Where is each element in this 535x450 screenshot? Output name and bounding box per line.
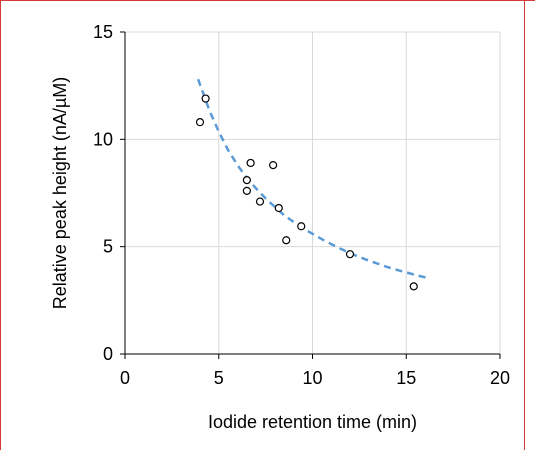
data-point [282,236,291,245]
y-tick-label: 15 [93,22,113,42]
y-axis-title: Relative peak height (nA/µM) [50,77,70,309]
x-tick-label: 10 [302,368,322,388]
x-tick-label: 20 [490,368,510,388]
y-tick-label: 0 [103,344,113,364]
data-point [274,203,283,213]
tick-labels: 0 5 10 15 20 0 5 10 15 [93,22,510,388]
frame-left-border [0,0,1,450]
data-point [255,197,265,206]
trendline-group [196,78,428,280]
data-point [201,94,210,103]
y-tick-label: 10 [93,129,113,149]
data-point [242,176,251,185]
data-points [195,94,418,291]
frame-top-border [0,0,535,1]
data-point [246,158,255,168]
y-tick-label: 5 [103,237,113,257]
data-point [409,282,418,291]
x-tick-label: 0 [120,368,130,388]
data-point [242,186,251,195]
data-point [269,160,278,170]
data-point [195,118,205,127]
x-axis-title: Iodide retention time (min) [208,412,417,432]
x-tick-label: 15 [396,368,416,388]
axes [120,31,501,359]
data-point [297,222,306,231]
x-tick-label: 5 [214,368,224,388]
data-point [345,250,355,259]
trendline [196,78,428,280]
frame-right-border [524,0,525,450]
gridlines [125,31,501,354]
